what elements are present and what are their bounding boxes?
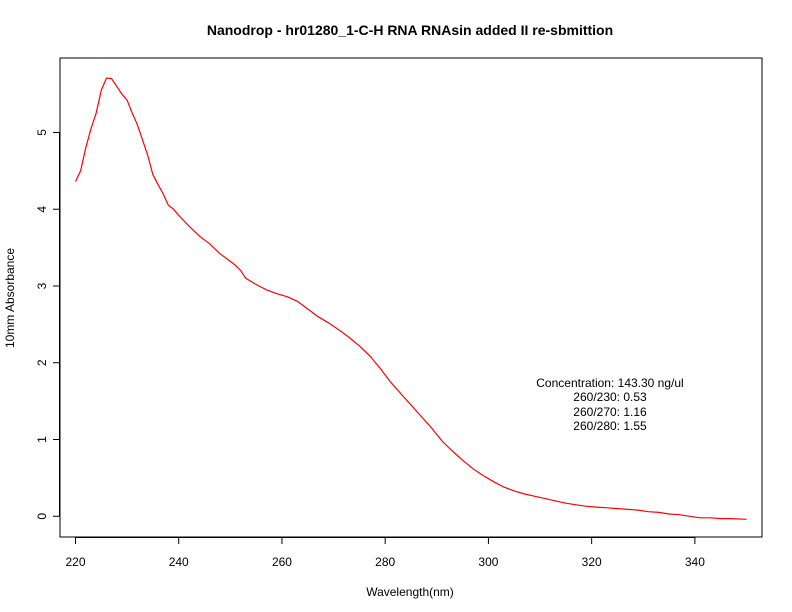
absorbance-line <box>74 77 747 520</box>
x-axis-label: Wavelength(nm) <box>366 585 454 599</box>
x-axis: 220 240 260 280 300 320 340 <box>65 537 705 569</box>
annotation-concentration: Concentration: 143.30 ng/ul <box>536 376 683 390</box>
plot-frame <box>59 57 763 538</box>
x-tick-label: 280 <box>375 555 395 569</box>
y-tick-label: 0 <box>35 513 49 520</box>
x-tick-label: 260 <box>272 555 292 569</box>
x-tick-label: 340 <box>685 555 705 569</box>
y-tick-label: 1 <box>35 436 49 443</box>
x-tick-label: 240 <box>169 555 189 569</box>
y-axis: 0 1 2 3 4 5 <box>35 129 60 520</box>
y-tick-label: 4 <box>35 206 49 213</box>
x-tick-label: 220 <box>65 555 85 569</box>
annotation-ratio-260-280: 260/280: 1.55 <box>573 419 647 433</box>
y-tick-label: 2 <box>35 359 49 366</box>
x-tick-label: 320 <box>582 555 602 569</box>
chart-title: Nanodrop - hr01280_1-C-H RNA RNAsin adde… <box>207 22 613 38</box>
y-tick-label: 3 <box>35 282 49 289</box>
y-tick-label: 5 <box>35 129 49 136</box>
annotation-ratio-260-230: 260/230: 0.53 <box>573 390 647 404</box>
y-axis-label: 10mm Absorbance <box>3 248 17 348</box>
x-tick-label: 300 <box>478 555 498 569</box>
annotation-ratio-260-270: 260/270: 1.16 <box>573 405 647 419</box>
